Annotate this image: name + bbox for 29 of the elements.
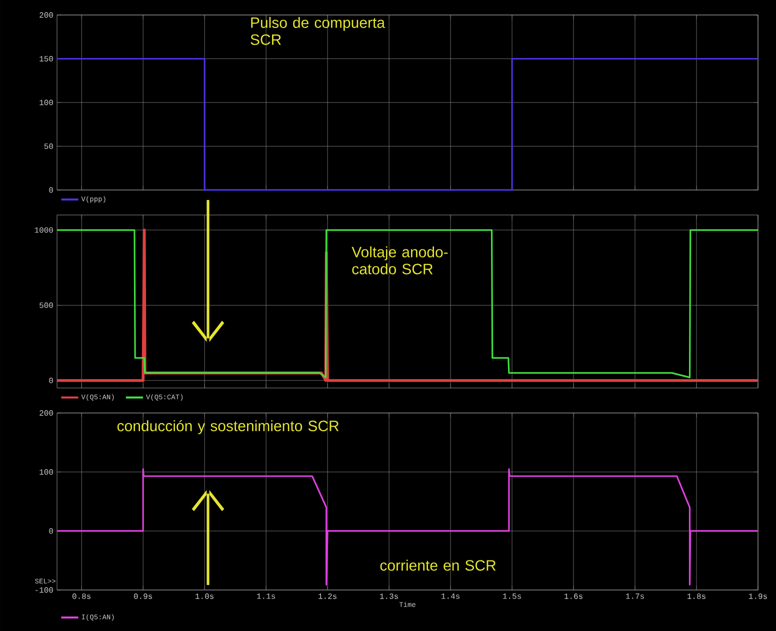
x-tick-label: 0.9s — [134, 594, 152, 599]
y-tick-label: 500 — [40, 302, 53, 308]
y-tick-label: 200 — [40, 12, 53, 18]
y-tick-label: 100 — [40, 469, 53, 475]
x-tick-label: 1.4s — [442, 594, 460, 599]
annotation: Pulso de compuerta SCR — [250, 16, 386, 45]
y-tick-label: 100 — [40, 100, 53, 106]
annotation: conducción y sostenimiento SCR — [117, 420, 339, 434]
y-tick-label: 1000 — [34, 227, 53, 233]
y-tick-label: -100 — [36, 587, 53, 593]
y-tick-label: 50 — [44, 144, 53, 149]
x-tick-label: 1.0s — [196, 594, 214, 599]
y-tick-label: 0 — [49, 528, 53, 534]
x-tick-label: 1.2s — [318, 594, 337, 599]
x-tick-label: 1.1s — [257, 594, 276, 599]
x-tick-label: 1.9s — [748, 594, 767, 599]
x-tick-label: 1.6s — [564, 594, 582, 599]
x-tick-label: 1.7s — [626, 594, 644, 599]
line-series — [56, 468, 759, 586]
y-tick-label: 150 — [40, 56, 53, 62]
x-tick-label: 1.5s — [503, 594, 521, 599]
y-tick-label: 0 — [49, 378, 53, 384]
x-tick-label: 0.8s — [72, 594, 91, 599]
annotation: Voltaje anodo-catodo SCR — [352, 246, 448, 274]
annotation: corriente en SCR — [380, 560, 496, 571]
y-tick-label: 200 — [40, 410, 53, 416]
x-tick-label: 1.8s — [687, 594, 706, 599]
y-tick-label: 0 — [49, 187, 53, 193]
x-tick-label: 1.3s — [380, 594, 398, 599]
